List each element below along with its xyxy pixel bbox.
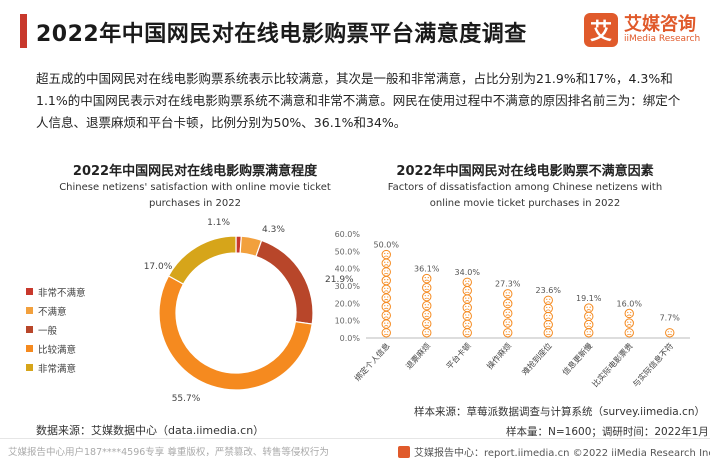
legend-swatch [26,364,33,371]
donut-slice-label: 55.7% [172,394,201,404]
legend-swatch [26,326,33,333]
y-tick-label: 60.0% [335,230,361,239]
y-tick-label: 0.0% [340,334,361,343]
factor-value-label: 27.3% [495,280,521,289]
factor-category-label: 平台卡顿 [444,341,473,371]
legend-label: 非常满意 [38,363,77,375]
sample-size: 样本量：N=1600；调研时间：2022年1月 [506,426,709,438]
factor-value-label: 34.0% [455,268,481,277]
donut-slice-label: 21.9% [325,275,354,285]
sad-face-column [462,277,472,338]
sad-face-column [543,295,553,338]
right-chart-title: 2022年中国网民对在线电影购票不满意因素 [396,164,654,179]
y-tick-label: 20.0% [335,299,361,308]
legend-swatch [26,345,33,352]
legend-label: 比较满意 [38,344,77,356]
y-tick-label: 50.0% [335,247,361,256]
y-tick-label: 40.0% [335,265,361,274]
sad-face-column [422,273,432,338]
left-chart-subtitle: Chinese netizens' satisfaction with onli… [59,182,331,209]
data-source: 数据来源：艾媒数据中心（data.iimedia.cn） [36,424,265,437]
report-center-icon [398,445,410,458]
factor-value-label: 7.7% [660,314,681,323]
brand-logo-icon: 艾 [584,13,618,47]
factor-value-label: 36.1% [414,264,440,273]
donut-slice-label: 1.1% [207,218,230,228]
brand-name-cn: 艾媒咨询 [624,14,696,36]
donut-slice-label: 4.3% [262,225,285,235]
brand-logo: 艾 艾媒咨询 iiMedia Research [584,13,700,47]
brand-name-en: iiMedia Research [624,33,701,44]
factor-category-label: 绑定个人信息 [352,341,392,383]
factor-category-label: 操作麻烦 [484,341,513,371]
intro-paragraph: 超五成的中国网民对在线电影购票系统表示比较满意，其次是一般和非常满意，占比分别为… [36,71,681,130]
factor-value-label: 50.0% [374,240,400,249]
donut-legend: 非常不满意不满意一般比较满意非常满意 [26,282,86,377]
legend-swatch [26,307,33,314]
legend-item: 不满意 [26,301,86,320]
y-tick-label: 30.0% [335,282,361,291]
legend-item: 一般 [26,320,86,339]
factor-category-label: 比实际电影票贵 [590,341,635,389]
sad-face-column [665,328,675,338]
factor-category-label: 信息更新慢 [560,341,594,377]
legend-item: 非常不满意 [26,282,86,301]
y-tick-label: 10.0% [335,317,361,326]
page-title: 2022年中国网民对在线电影购票平台满意度调查 [36,22,527,47]
legend-label: 非常不满意 [38,287,86,299]
legend-label: 不满意 [38,306,67,318]
sad-face-column [624,308,634,338]
sad-face-column [584,303,594,338]
legend-item: 比较满意 [26,339,86,358]
donut-slice [167,235,237,285]
sad-face-column [381,249,391,338]
footer-report-link: 艾媒报告中心：report.iimedia.cn ©2022 iiMedia R… [398,444,710,459]
legend-item: 非常满意 [26,358,86,377]
factor-category-label: 退票麻烦 [403,341,432,371]
factor-category-label: 与实际信息不符 [630,341,675,389]
factor-category-label: 难抢到座位 [520,341,554,377]
title-accent-bar [20,14,27,48]
factor-value-label: 16.0% [617,299,643,308]
left-chart-title: 2022年中国网民对在线电影购票满意程度 [72,164,318,179]
footer-divider [0,438,710,439]
donut-slice-label: 17.0% [144,262,173,272]
footer-report-text: 艾媒报告中心：report.iimedia.cn ©2022 iiMedia R… [414,448,710,459]
factor-value-label: 19.1% [576,294,602,303]
factor-value-label: 23.6% [536,286,562,295]
sad-face-column [503,289,513,338]
sample-source: 样本来源：草莓派数据调查与计算系统（survey.iimedia.cn） [414,406,705,418]
legend-label: 一般 [38,325,58,337]
copyright-disclaimer: 艾媒报告中心用户187****4596专享 尊重版权，严禁篡改、转售等侵权行为 [8,447,329,458]
legend-swatch [26,288,33,295]
right-chart-subtitle: Factors of dissatisfaction among Chinese… [387,182,663,209]
